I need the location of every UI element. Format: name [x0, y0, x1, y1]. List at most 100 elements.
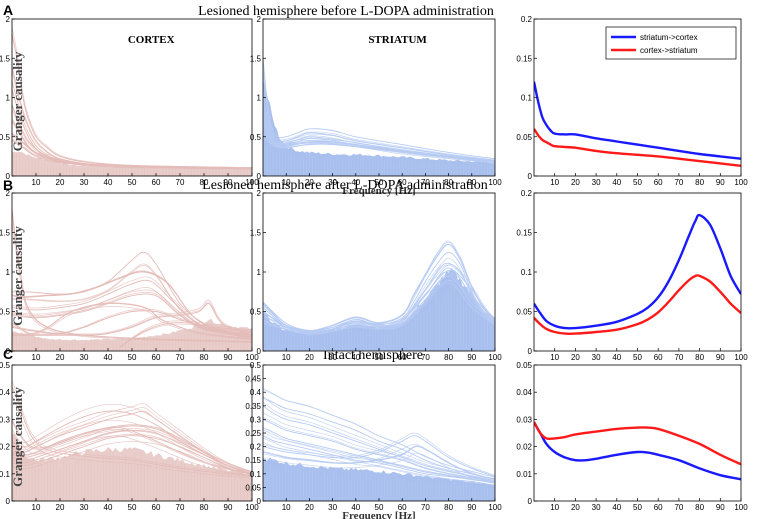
plot-area — [263, 240, 495, 351]
x-tick-label: 30 — [80, 353, 89, 362]
plot-area — [12, 208, 252, 351]
chart-b-striatum: 10 20 30 40 50 60 70 80 90 100 0 0.5 1 1.5 2 — [250, 189, 502, 362]
trace-line-variant — [12, 430, 252, 473]
x-tick-label: 40 — [104, 503, 113, 512]
trace-line — [12, 435, 252, 475]
trace-line-variant — [263, 273, 495, 333]
y-tick-label: 0.03 — [516, 415, 532, 424]
x-tick-label: 90 — [467, 503, 476, 512]
trace-line-variant — [263, 276, 495, 333]
x-tick-label: 100 — [245, 353, 259, 362]
trace-line — [12, 386, 252, 477]
x-tick-label: 20 — [571, 178, 580, 187]
x-tick-label: 40 — [612, 503, 621, 512]
y-tick-label: 0 — [528, 497, 533, 506]
trace-line-variant — [12, 308, 252, 340]
trace-line-variant — [263, 66, 495, 161]
x-tick-label: 100 — [245, 178, 259, 187]
trace-line-variant — [263, 388, 495, 478]
x-tick-label: 70 — [674, 353, 683, 362]
y-tick-label: 0.01 — [516, 470, 532, 479]
trace-line-variant — [263, 282, 495, 335]
x-tick-label: 30 — [328, 178, 337, 187]
trace-line-variant — [263, 135, 495, 163]
x-tick-label: 20 — [571, 503, 580, 512]
series-striatum-to-cortex — [534, 213, 741, 330]
x-tick-label: 30 — [592, 503, 601, 512]
trace-line-variant — [119, 323, 252, 348]
charts-container: 10 20 30 40 50 60 70 80 90 10000.511.52CORTEXGran… — [0, 15, 748, 519]
trace-line — [263, 58, 495, 160]
y-tick-label: 0.5 — [0, 361, 11, 370]
y-tick-label: 0.1 — [0, 470, 11, 479]
trace-line-variant — [12, 276, 252, 335]
y-tick-label: 0.1 — [250, 470, 262, 479]
trace-line-variant — [12, 70, 252, 169]
x-tick-label: 100 — [734, 503, 748, 512]
x-tick-label: 60 — [152, 178, 161, 187]
x-tick-label: 80 — [444, 178, 453, 187]
y-tick-label: 0 — [6, 172, 11, 181]
trace-line-variant — [12, 33, 252, 169]
y-tick-label: 1.5 — [250, 54, 262, 63]
x-tick-label: 30 — [80, 178, 89, 187]
trace-line — [263, 136, 495, 164]
y-tick-label: 0.5 — [250, 308, 262, 317]
trace-line — [12, 251, 252, 336]
legend: striatum->cortex cortex->striatum — [605, 26, 737, 60]
x-tick-label: 90 — [716, 353, 725, 362]
x-tick-label: 70 — [674, 503, 683, 512]
y-tick-label: 0.2 — [250, 443, 262, 452]
y-tick-label: 0.5 — [250, 361, 262, 370]
x-tick-label: 100 — [488, 353, 502, 362]
trace-line-variant — [12, 81, 252, 168]
y-tick-label: 0 — [6, 497, 11, 506]
trace-line — [12, 419, 252, 475]
x-tick-label: 60 — [654, 178, 663, 187]
x-axis-label: Frequency [Hz] — [342, 185, 415, 197]
trace-line — [263, 97, 495, 161]
trace-line-variant — [119, 320, 252, 348]
chart-b-mean: 10 20 30 40 50 60 70 80 90 100 0 0.05 0.1 0.15 0.2 — [516, 189, 748, 362]
y-tick-label: 1.5 — [250, 229, 262, 238]
trace-line — [263, 446, 495, 480]
panel-label-c: C — [3, 346, 13, 362]
x-tick-label: 50 — [633, 353, 642, 362]
x-tick-label: 10 — [550, 503, 559, 512]
x-tick-label: 10 — [32, 503, 41, 512]
x-tick-label: 20 — [305, 503, 314, 512]
series-cortex-to-striatum — [534, 128, 741, 167]
y-tick-label: 0.2 — [0, 443, 11, 452]
y-tick-label: 0.05 — [245, 483, 261, 492]
x-tick-label: 40 — [351, 178, 360, 187]
row-title-c: Intact hemisphere — [323, 348, 423, 363]
x-tick-label: 10 — [550, 353, 559, 362]
y-tick-label: 1.5 — [0, 229, 11, 238]
panel-label-a: A — [3, 2, 13, 18]
x-tick-label: 30 — [592, 178, 601, 187]
x-tick-label: 20 — [305, 178, 314, 187]
y-tick-label: 1 — [257, 94, 262, 103]
trace-line-variant — [263, 429, 495, 483]
trace-line-variant — [12, 26, 252, 169]
trace-line — [263, 435, 495, 477]
trace-line-variant — [12, 441, 252, 477]
trace-line-variant — [12, 421, 252, 475]
y-tick-label: 0.3 — [250, 415, 262, 424]
x-tick-label: 90 — [716, 178, 725, 187]
x-tick-label: 40 — [104, 353, 113, 362]
x-tick-label: 10 — [282, 178, 291, 187]
y-axis-label: Granger causality — [10, 226, 25, 326]
x-tick-label: 20 — [305, 353, 314, 362]
chart-c-striatum: 10 20 30 40 50 60 70 80 90 10000.050.10.150.20.25… — [245, 361, 502, 519]
legend-label: cortex->striatum — [640, 46, 698, 55]
trace-fill-band — [12, 151, 252, 176]
x-tick-label: 30 — [592, 353, 601, 362]
y-tick-label: 2 — [257, 15, 262, 24]
panel-title: STRIATUM — [368, 34, 427, 46]
trace-line-variant — [263, 445, 495, 480]
y-tick-label: 0.45 — [245, 375, 261, 384]
trace-line-variant — [12, 302, 252, 340]
y-tick-label: 1 — [257, 268, 262, 277]
